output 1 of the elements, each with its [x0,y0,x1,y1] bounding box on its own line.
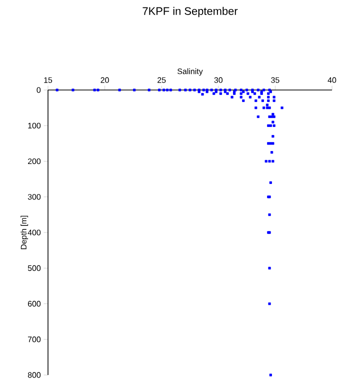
chart-title: 7KPF in September [142,6,238,18]
